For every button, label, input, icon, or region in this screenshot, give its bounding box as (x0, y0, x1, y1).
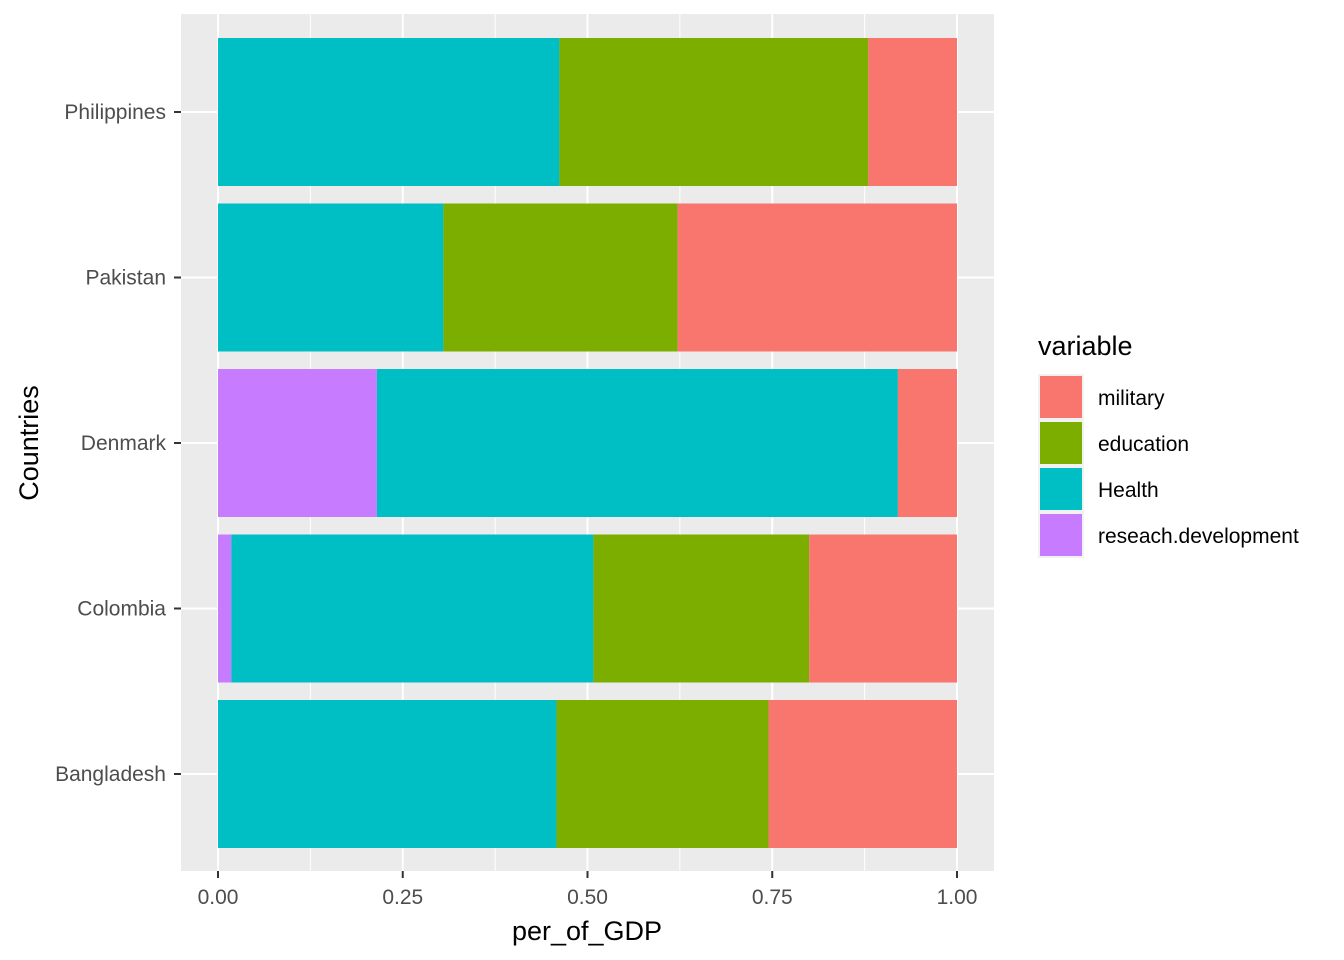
bar-pakistan-education (443, 203, 678, 352)
legend-key-military (1040, 376, 1082, 418)
y-tick-label-denmark: Denmark (81, 432, 167, 455)
bar-bangladesh-education (556, 700, 769, 848)
y-axis: Bangladesh Colombia Denmark Pakistan Philipp… (55, 101, 181, 786)
bar-philippines-education (559, 38, 869, 186)
x-tick-label-2: 0.50 (567, 886, 608, 909)
legend-title: variable (1038, 331, 1133, 361)
legend-label-military: military (1098, 387, 1165, 410)
legend: variable military education Health reseach.… (1038, 331, 1299, 558)
bar-denmark-reseach-development (218, 369, 377, 517)
x-tick-label-0: 0.00 (198, 886, 239, 909)
bar-philippines-health (218, 38, 560, 186)
y-tick-label-colombia: Colombia (77, 598, 166, 621)
x-tick-label-4: 1.00 (937, 886, 978, 909)
bar-colombia-health (231, 534, 594, 683)
bar-bangladesh-military (768, 700, 957, 848)
legend-label-health: Health (1098, 479, 1159, 502)
legend-key-reseach-development (1040, 514, 1082, 556)
x-axis-title: per_of_GDP (512, 916, 662, 946)
bar-bangladesh-health (218, 700, 557, 848)
bar-colombia-reseach-development (218, 534, 232, 683)
legend-key-education (1040, 422, 1082, 464)
y-tick-label-philippines: Philippines (64, 101, 166, 124)
bar-philippines-military (868, 38, 957, 186)
bar-pakistan-health (218, 203, 444, 352)
x-tick-label-1: 0.25 (382, 886, 423, 909)
legend-label-reseach-development: reseach.development (1098, 525, 1299, 548)
legend-key-health (1040, 468, 1082, 510)
bar-colombia-military (809, 534, 957, 683)
y-axis-title: Countries (14, 385, 44, 501)
bars (218, 38, 957, 848)
bar-denmark-health (376, 369, 898, 517)
bar-pakistan-military (677, 203, 957, 352)
x-tick-label-3: 0.75 (752, 886, 793, 909)
y-tick-label-bangladesh: Bangladesh (55, 763, 166, 786)
x-axis: 0.00 0.25 0.50 0.75 1.00 (198, 871, 978, 909)
y-tick-label-pakistan: Pakistan (85, 267, 166, 290)
legend-label-education: education (1098, 433, 1189, 456)
bar-colombia-education (593, 534, 810, 683)
bar-denmark-military (897, 369, 957, 517)
